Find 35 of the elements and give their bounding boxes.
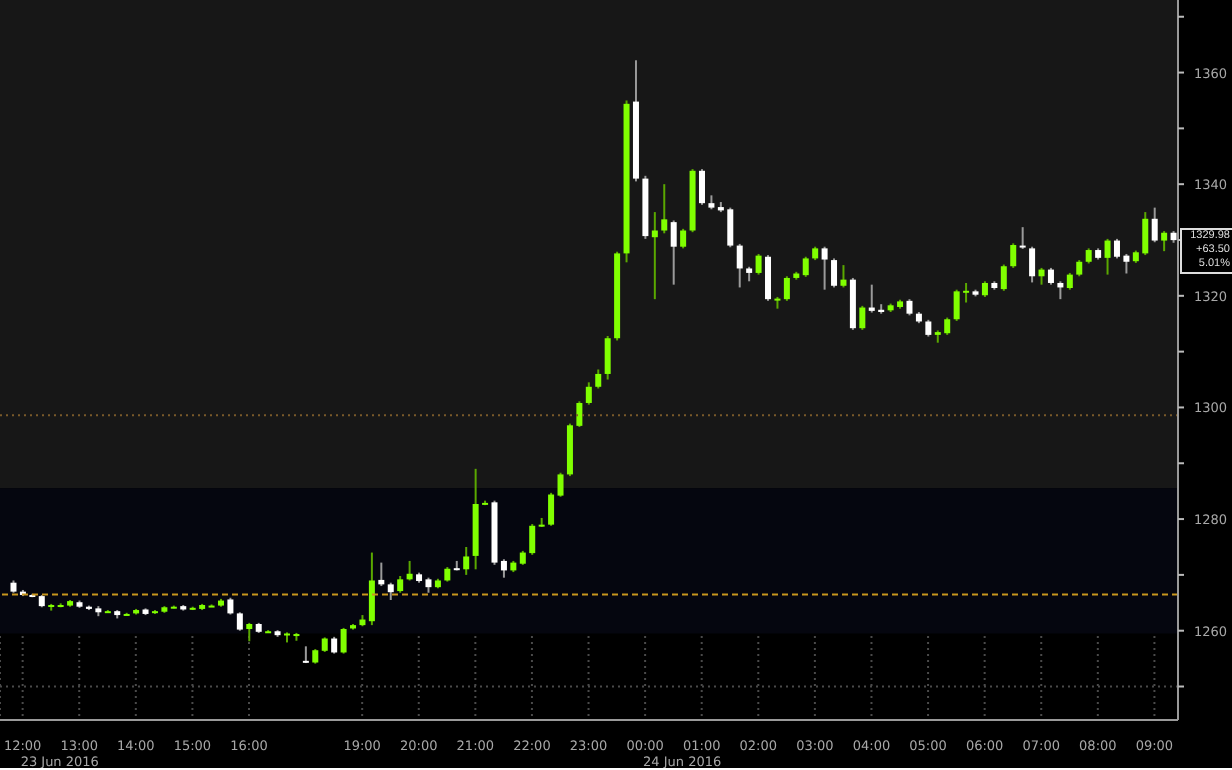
candlestick (1019, 226, 1026, 250)
candlestick (1010, 242, 1017, 269)
candlestick (1029, 245, 1036, 284)
candlestick (500, 558, 507, 579)
candlestick (736, 242, 743, 289)
candlestick (557, 471, 564, 498)
candlestick (821, 245, 828, 291)
candlestick (529, 523, 536, 556)
candlestick (463, 545, 470, 576)
candlestick (670, 219, 677, 286)
candlestick (246, 621, 253, 643)
candlestick (859, 304, 866, 331)
candlestick (1000, 263, 1007, 292)
candlestick (302, 645, 309, 665)
candlestick (548, 491, 555, 527)
candlestick (698, 168, 705, 206)
candlestick (840, 264, 847, 289)
candlestick (1161, 230, 1168, 253)
candlestick (604, 335, 611, 381)
candlestick (368, 551, 375, 627)
candlestick (651, 211, 658, 301)
candlestick (406, 559, 413, 582)
candlestick (783, 275, 790, 302)
candlestick (595, 368, 602, 390)
candlestick (661, 183, 668, 235)
candlestick (1151, 206, 1158, 244)
candlestick (1104, 237, 1111, 276)
candlestick (680, 227, 687, 250)
candlestick (236, 611, 243, 632)
candlestick (802, 255, 809, 278)
candlestick (340, 626, 347, 655)
candlestick (831, 257, 838, 289)
candlestick (755, 252, 762, 276)
candlestick (765, 254, 772, 302)
candlestick (585, 381, 592, 406)
